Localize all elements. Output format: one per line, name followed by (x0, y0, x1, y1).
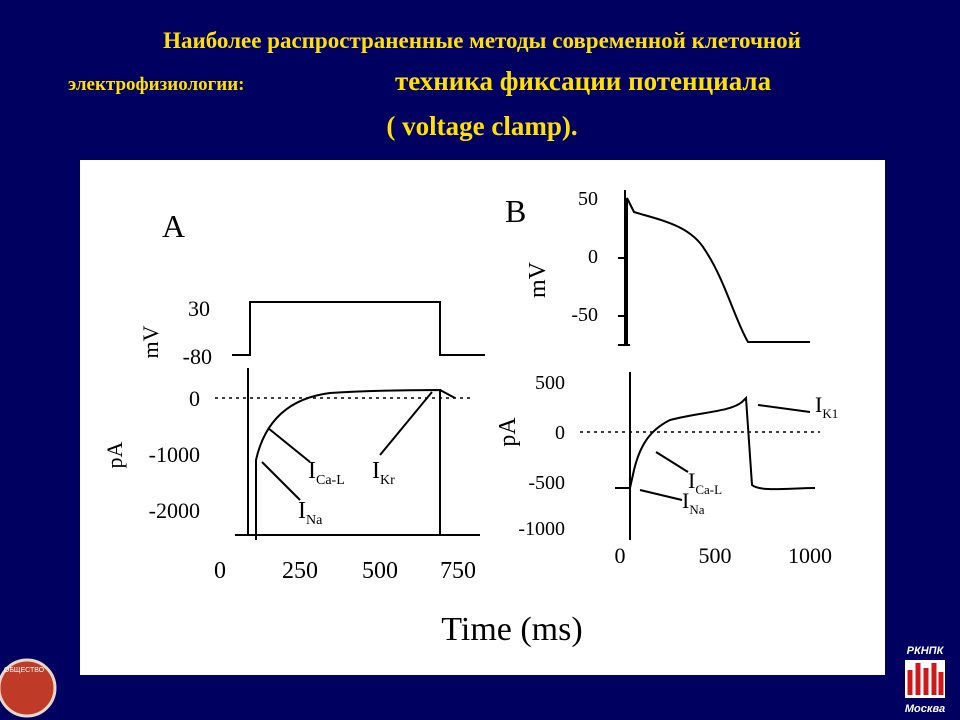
title-line: Наиболее распространенные методы совреме… (163, 28, 801, 53)
current-trace (615, 372, 816, 540)
annotation: INa (682, 488, 705, 517)
annotation-sub: Kr (380, 473, 395, 488)
annotation-main: I (308, 458, 316, 484)
tick-label: 50 (578, 188, 598, 210)
annotation: IK1 (815, 392, 838, 421)
tick-label: 500 (699, 543, 732, 568)
tick-label: 250 (282, 558, 318, 584)
axis-label: mV (138, 325, 163, 358)
annotation: INa (298, 498, 323, 528)
panel-label: A (162, 208, 185, 244)
tick-label: 0 (615, 543, 626, 568)
tick-label: 0 (214, 558, 226, 584)
axis-label: pA (495, 417, 521, 447)
annotation: IKr (372, 458, 395, 488)
logo-text: Москва (905, 703, 945, 715)
action-potential (626, 197, 810, 345)
annotation-sub: Ca-L (316, 473, 345, 488)
logo-text: ОБЩЕСТВО (4, 667, 45, 674)
tick-label: 750 (440, 558, 476, 584)
voltage-axis (618, 190, 630, 346)
annotation-sub: K1 (822, 406, 838, 421)
title-lead: электрофизиологии: (68, 74, 244, 95)
logo-text: РКНПК (907, 645, 945, 657)
voltage-trace (232, 301, 485, 356)
annotation-main: I (682, 488, 689, 513)
annotation-main: I (688, 468, 695, 493)
annotation-sub: Na (306, 513, 323, 528)
tick-label: 30 (188, 296, 210, 321)
x-axis-title: Time (ms) (441, 611, 582, 648)
tick-label: 1000 (788, 543, 832, 568)
tick-label: -1000 (149, 442, 200, 467)
current-trace (235, 368, 480, 540)
axis-label: mV (525, 261, 551, 298)
annotation-main: I (298, 498, 306, 524)
title-line: ( voltage clamp). (386, 111, 577, 141)
arrows (261, 391, 433, 501)
tick-label: -50 (571, 304, 598, 326)
figure-panel (80, 160, 885, 675)
logo (0, 658, 57, 718)
axis-label: pA (102, 441, 127, 468)
title-main: техника фиксации потенциала (395, 66, 772, 96)
panel-label: B (505, 193, 526, 229)
tick-label: -500 (528, 472, 565, 494)
tick-label: 0 (555, 422, 565, 444)
annotation-main: I (372, 458, 380, 484)
tick-label: -2000 (149, 498, 200, 523)
arrows (639, 404, 811, 501)
tick-label: 0 (588, 246, 598, 268)
tick-label: 0 (189, 386, 200, 411)
annotation: ICa-L (688, 468, 722, 497)
annotation-sub: Ca-L (695, 482, 722, 497)
tick-label: 500 (362, 558, 398, 584)
tick-label: -1000 (518, 518, 565, 540)
tick-label: 500 (535, 372, 565, 394)
annotation-main: I (815, 392, 822, 417)
logo-mark (907, 663, 944, 695)
annotation: ICa-L (308, 458, 345, 488)
tick-label: -80 (183, 344, 212, 369)
annotation-sub: Na (689, 502, 704, 517)
